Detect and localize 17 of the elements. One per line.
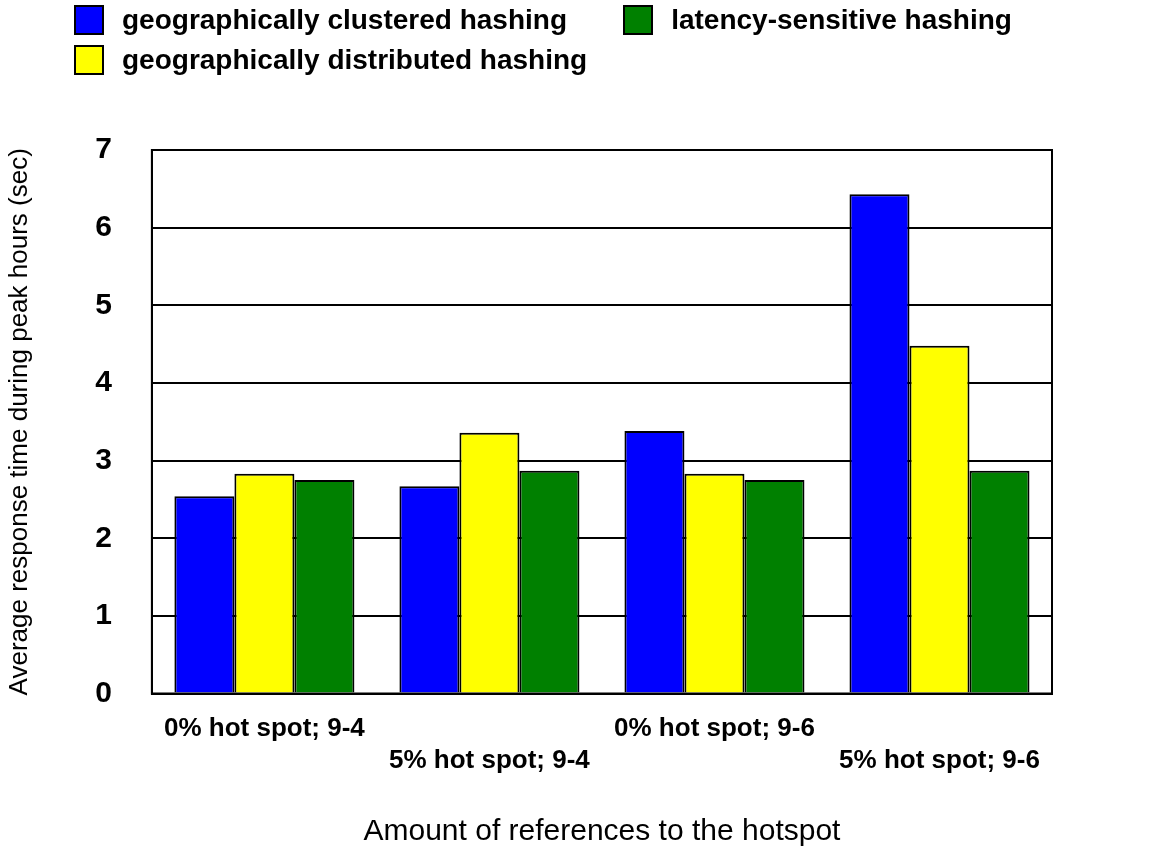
x-tick-label: 0% hot spot; 9-6 bbox=[614, 712, 815, 743]
y-tick-label: 2 bbox=[95, 519, 112, 553]
y-tick-label: 3 bbox=[95, 441, 112, 475]
y-tick-label: 5 bbox=[95, 286, 112, 320]
x-tick-label: 5% hot spot; 9-6 bbox=[839, 743, 1040, 774]
legend-label: geographically clustered hashing bbox=[122, 4, 568, 36]
y-tick-label: 0 bbox=[95, 674, 112, 708]
y-tick-label: 6 bbox=[95, 208, 112, 242]
y-tick-label: 7 bbox=[95, 131, 112, 165]
legend-label: geographically distributed hashing bbox=[122, 44, 588, 76]
x-axis-title: Amount of references to the hotspot bbox=[363, 813, 842, 847]
y-tick-label: 4 bbox=[95, 364, 113, 398]
x-tick-label: 5% hot spot; 9-4 bbox=[389, 743, 591, 774]
y-axis-title: Average response time during peak hours (sec) bbox=[2, 148, 33, 696]
x-tick-label: 0% hot spot; 9-4 bbox=[164, 712, 366, 743]
y-tick-label: 1 bbox=[95, 597, 112, 631]
legend-label: latency-sensitive hashing bbox=[671, 4, 1012, 36]
